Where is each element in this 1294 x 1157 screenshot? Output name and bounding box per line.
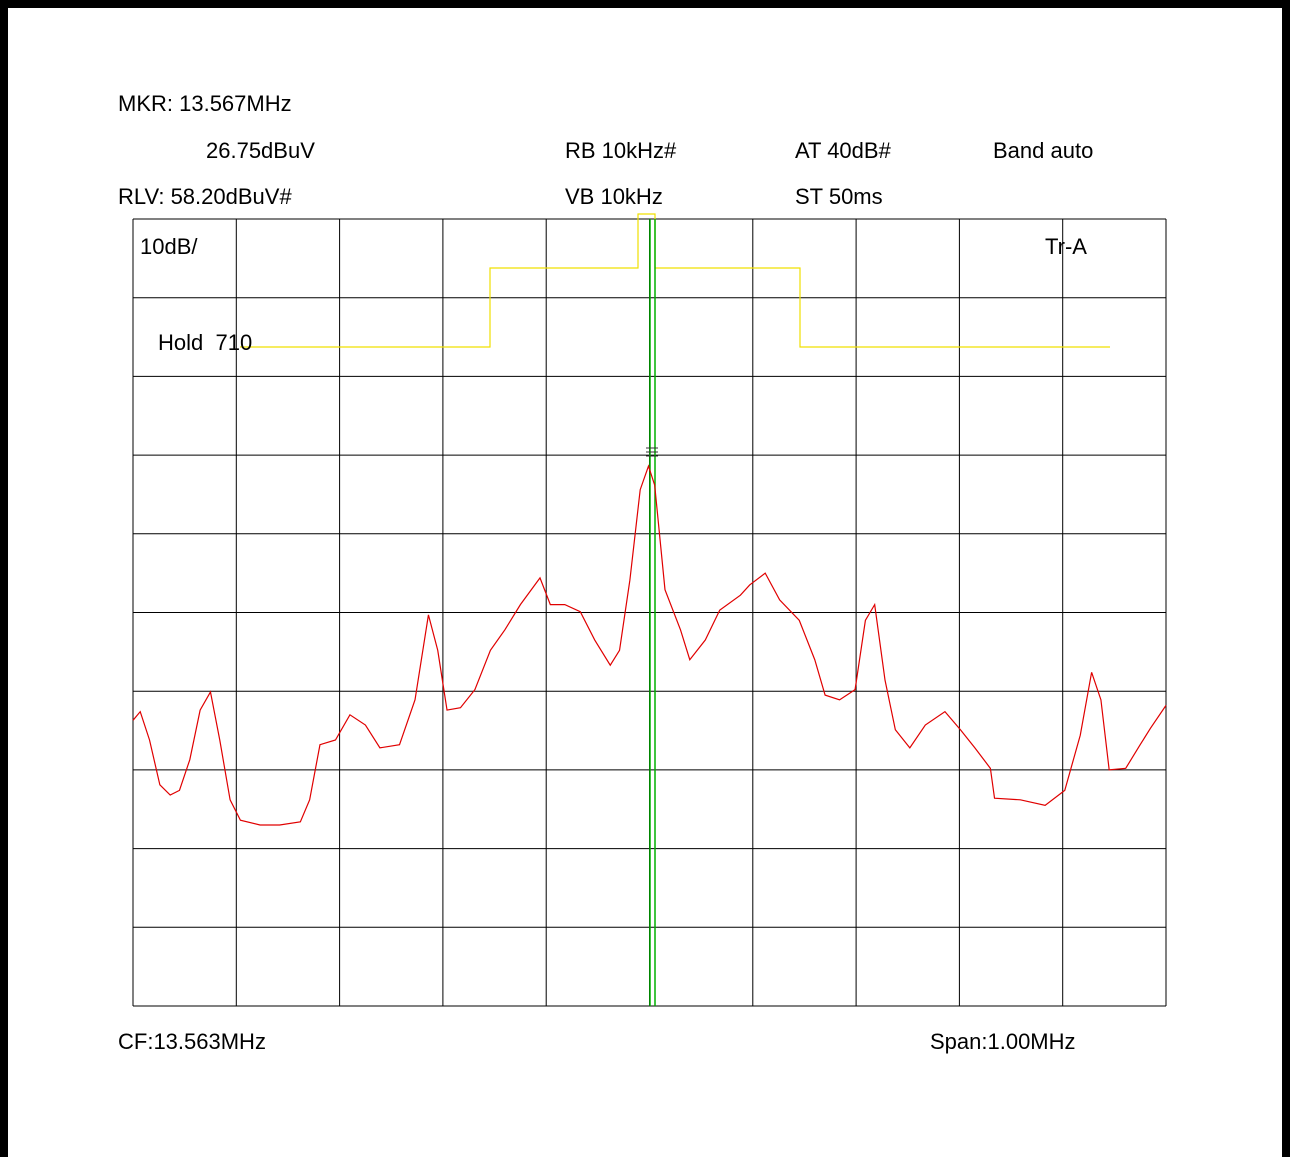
frame-left (0, 0, 8, 1157)
attenuation: AT 40dB# (795, 138, 892, 163)
center-freq: CF:13.563MHz (118, 1029, 266, 1054)
marker-level: 26.75dBuV (206, 138, 315, 163)
band-limit-line (240, 213, 1110, 348)
frame-right (1282, 0, 1290, 1157)
ref-level: RLV: 58.20dBuV# (118, 184, 292, 209)
trace-label: Tr-A (1045, 234, 1087, 259)
hold-label: Hold 710 (158, 330, 252, 355)
marker-symbol (646, 447, 658, 457)
band: Band auto (993, 138, 1093, 163)
marker-freq: MKR: 13.567MHz (118, 91, 292, 116)
span: Span:1.00MHz (930, 1029, 1076, 1054)
vbw: VB 10kHz (565, 184, 663, 209)
sweep-time: ST 50ms (795, 184, 883, 209)
rbw: RB 10kHz# (565, 138, 677, 163)
scale-label: 10dB/ (140, 234, 198, 259)
frame-top (0, 0, 1290, 8)
trace (132, 464, 1167, 826)
